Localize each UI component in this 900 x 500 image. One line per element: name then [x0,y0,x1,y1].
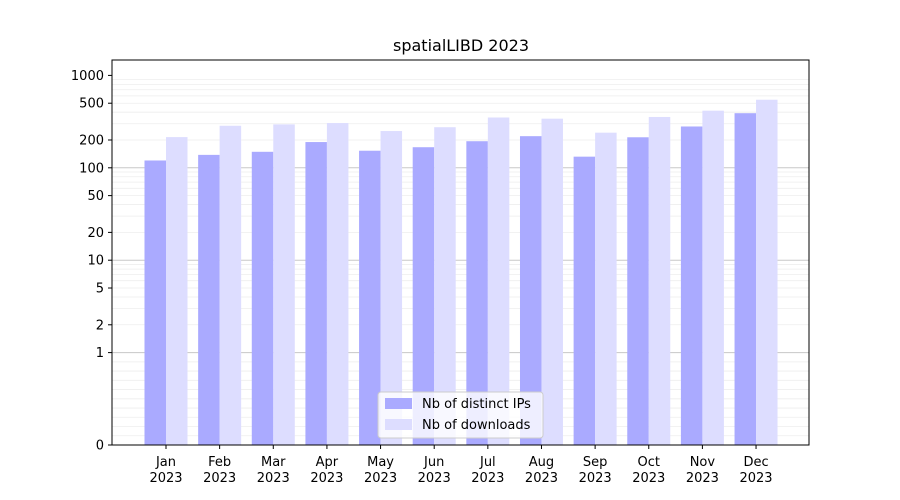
x-tick-label-year: 2023 [418,471,451,486]
bars [144,99,778,446]
bar-downloads [487,117,510,446]
bar-distinct-ips [144,160,166,446]
legend-label-downloads: Nb of downloads [422,418,531,433]
legend: Nb of distinct IPs Nb of downloads [377,391,544,439]
bar-downloads [595,132,617,445]
x-tick-label-year: 2023 [632,471,665,486]
x-axis: Jan2023Feb2023Mar2023Apr2023May2023Jun20… [149,445,773,486]
y-tick-label: 10 [87,254,104,269]
y-tick-label: 1 [96,346,104,361]
x-tick-label-month: Oct [638,455,660,470]
x-tick-label-month: Jun [423,455,444,470]
x-tick-label-month: Apr [316,455,339,470]
bar-downloads [380,131,403,446]
x-tick-label-year: 2023 [203,471,236,486]
x-tick-label-year: 2023 [579,471,612,486]
x-tick-label-year: 2023 [149,471,182,486]
bar-distinct-ips [412,147,435,445]
bar-downloads [756,99,778,446]
bar-distinct-ips [305,142,327,446]
y-tick-label: 100 [79,161,104,176]
x-tick-label-year: 2023 [686,471,719,486]
x-tick-label-month: Aug [529,455,554,470]
x-tick-label-year: 2023 [525,471,558,486]
y-tick-label: 50 [87,189,104,204]
legend-swatch-ips [385,398,412,409]
bar-downloads [648,116,671,446]
chart-title: spatialLIBD 2023 [393,36,529,55]
x-tick-label-month: Jul [479,455,496,470]
bar-distinct-ips [573,156,596,445]
x-tick-label-year: 2023 [257,471,290,486]
plot-frame [111,59,810,446]
bar-distinct-ips [680,126,703,445]
y-tick-label: 1000 [71,69,104,84]
x-tick-label-year: 2023 [739,471,772,486]
x-tick-label-month: Feb [208,455,231,470]
bar-downloads [273,124,295,446]
bar-downloads [434,127,456,445]
bar-downloads [326,123,349,446]
y-tick-label: 0 [96,439,104,454]
y-tick-label: 200 [79,133,104,148]
x-tick-label-year: 2023 [310,471,343,486]
y-axis: 0 1 2 5 10 20 50 100 200 500 1000 [71,69,112,454]
bar-distinct-ips [519,136,542,445]
x-tick-label-month: Mar [261,455,286,470]
bar-distinct-ips [251,151,274,445]
legend-swatch-downloads [385,419,412,430]
bar-downloads [166,137,188,445]
bar-distinct-ips [466,141,488,445]
bar-downloads [219,125,242,445]
x-tick-label-year: 2023 [364,471,397,486]
y-tick-label: 500 [79,97,104,112]
bar-downloads [541,118,563,445]
legend-box [377,391,544,439]
y-tick-label: 20 [87,226,104,241]
y-tick-label: 5 [96,282,104,297]
legend-label-ips: Nb of distinct IPs [422,397,531,412]
x-tick-label-month: Nov [690,455,716,470]
y-tick-label: 2 [96,318,104,333]
x-tick-label-month: Sep [583,455,608,470]
bar-distinct-ips [359,150,381,446]
bar-downloads [702,110,724,445]
x-tick-label-year: 2023 [471,471,504,486]
bar-distinct-ips [734,113,757,445]
bar-distinct-ips [198,154,220,445]
x-tick-label-month: May [367,455,394,470]
x-tick-label-month: Jan [155,455,176,470]
bar-distinct-ips [627,137,649,445]
x-tick-label-month: Dec [743,455,768,470]
